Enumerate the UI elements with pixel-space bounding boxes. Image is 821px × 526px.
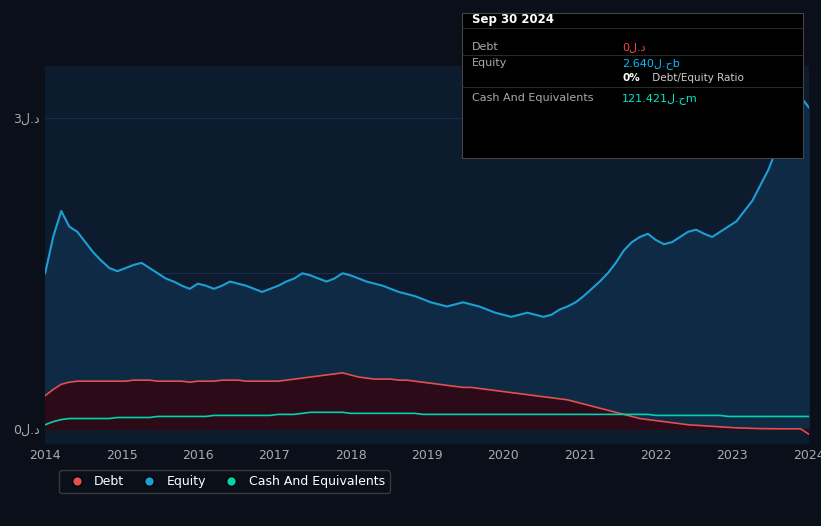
Text: 0ل.د: 0ل.د [622, 42, 646, 52]
Text: 2.640ل.حb: 2.640ل.حb [622, 58, 680, 69]
Text: Debt/Equity Ratio: Debt/Equity Ratio [649, 74, 744, 84]
Text: Cash And Equivalents: Cash And Equivalents [472, 93, 594, 103]
Text: 121.421ل.حm: 121.421ل.حm [622, 93, 698, 104]
Text: Equity: Equity [472, 58, 507, 68]
Legend: Debt, Equity, Cash And Equivalents: Debt, Equity, Cash And Equivalents [59, 470, 390, 493]
Text: Sep 30 2024: Sep 30 2024 [472, 13, 554, 26]
Text: Debt: Debt [472, 42, 499, 52]
Text: 0%: 0% [622, 74, 640, 84]
